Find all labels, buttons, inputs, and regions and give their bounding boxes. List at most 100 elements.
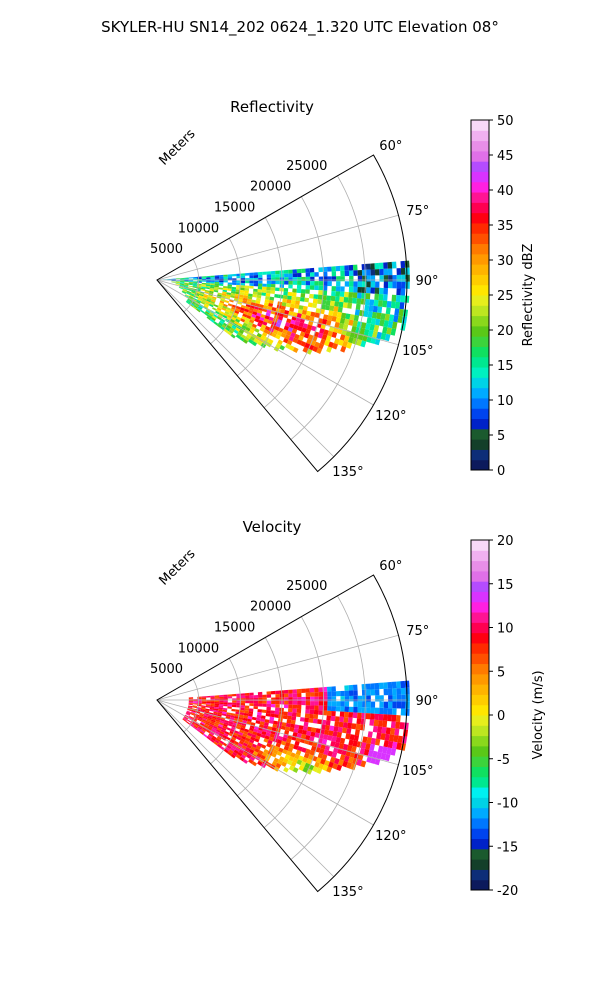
reflectivity-echo-cell [288,345,295,351]
velocity-echo-cell [348,684,354,691]
reflectivity-echo-cell [240,307,245,312]
reflectivity-echo-cell [405,274,410,282]
velocity-echo-cell [253,700,259,704]
velocity-echo-cell [370,737,377,745]
velocity-echo-cell [309,709,315,715]
velocity-echo-cell [386,747,392,755]
reflectivity-echo-cell [275,342,282,349]
velocity-echo-cell [405,701,410,709]
velocity-echo-cell [375,695,380,702]
reflectivity-echo-cell [194,304,199,308]
velocity-echo-cell [380,752,387,761]
reflectivity-echo-cell [223,303,228,308]
reflectivity-echo-cell [365,293,371,300]
reflectivity-echo-cell [400,295,406,303]
reflectivity-echo-cell [315,308,321,314]
velocity-colorbar-segment [471,797,489,809]
velocity-echo-cell [240,727,245,732]
reflectivity-echo-cell [246,315,252,320]
reflectivity-echo-cell [193,276,198,279]
velocity-colorbar-segment [471,632,489,644]
reflectivity-echo-cell [394,308,400,316]
velocity-echo-cell [327,701,332,707]
velocity-echo-cell [340,701,345,707]
velocity-echo-cell [331,691,337,697]
reflectivity-echo-cell [198,295,204,298]
velocity-echo-cell [341,727,348,734]
velocity-echo-cell [243,731,249,736]
reflectivity-echo-cell [336,311,342,318]
velocity-echo-cell [220,718,225,722]
reflectivity-colorbar-tick-label: 50 [497,114,514,129]
reflectivity-echo-cell [393,315,399,323]
reflectivity-echo-cell [239,289,245,293]
reflectivity-echo-cell [281,302,287,307]
velocity-echo-cell [387,688,393,696]
velocity-echo-cell [205,704,211,707]
reflectivity-echo-cell [340,345,347,353]
reflectivity-echo-cell [251,341,258,347]
reflectivity-colorbar-tick-label: 45 [497,149,514,164]
reflectivity-echo-cell [370,281,376,288]
reflectivity-echo-cell [289,323,295,329]
velocity-echo-cell [244,707,250,711]
reflectivity-echo-cell [353,286,358,293]
reflectivity-echo-cell [361,263,367,270]
velocity-echo-field [182,680,410,775]
velocity-azimuth-ray [156,634,399,701]
velocity-echo-cell [242,717,248,722]
velocity-echo-cell [209,706,215,709]
velocity-echo-cell [219,731,225,735]
reflectivity-echo-cell [216,307,222,312]
reflectivity-echo-cell [307,302,313,308]
reflectivity-echo-cell [331,316,337,322]
reflectivity-echo-cell [209,318,215,323]
velocity-colorbar-segment [471,704,489,716]
velocity-echo-cell [197,697,202,700]
reflectivity-azimuth-ray [156,214,399,281]
reflectivity-echo-cell [294,333,300,340]
reflectivity-echo-cell [287,295,292,300]
reflectivity-echo-cell [391,261,397,269]
reflectivity-colorbar-segment [471,315,489,327]
reflectivity-echo-cell [212,315,217,320]
reflectivity-echo-cell [208,303,214,308]
reflectivity-echo-cell [314,341,321,348]
reflectivity-echo-cell [379,268,384,276]
reflectivity-echo-cell [256,312,262,317]
reflectivity-echo-cell [204,289,210,293]
velocity-echo-cell [183,717,188,721]
reflectivity-echo-cell [310,281,315,286]
reflectivity-echo-cell [354,309,360,316]
reflectivity-echo-cell [301,281,306,286]
velocity-echo-cell [343,717,349,723]
reflectivity-colorbar-tick-label: 25 [497,289,514,304]
reflectivity-echo-cell [225,326,231,332]
velocity-colorbar-tick-label: 10 [497,622,514,637]
velocity-echo-cell [324,760,330,767]
reflectivity-echo-cell [365,298,370,306]
reflectivity-echo-cell [188,280,194,282]
reflectivity-echo-cell [182,289,187,292]
reflectivity-colorbar-segment [471,202,489,214]
reflectivity-echo-cell [218,287,224,290]
reflectivity-echo-cell [219,276,224,279]
reflectivity-echo-cell [253,283,259,287]
reflectivity-echo-cell [299,331,306,337]
reflectivity-echo-cell [340,276,345,282]
reflectivity-echo-cell [253,288,258,292]
velocity-echo-cell [207,726,213,731]
velocity-echo-cell [215,719,221,723]
velocity-echo-cell [286,719,292,724]
velocity-echo-cell [221,727,227,732]
reflectivity-echo-cell [332,343,339,350]
reflectivity-echo-cell [376,331,383,340]
velocity-echo-cell [377,720,383,727]
reflectivity-echo-cell [392,281,397,289]
reflectivity-echo-cell [233,312,239,317]
reflectivity-echo-cell [179,282,185,285]
reflectivity-echo-cell [283,269,289,274]
reflectivity-echo-cell [366,317,372,324]
velocity-echo-cell [305,734,311,741]
reflectivity-echo-cell [259,327,265,332]
